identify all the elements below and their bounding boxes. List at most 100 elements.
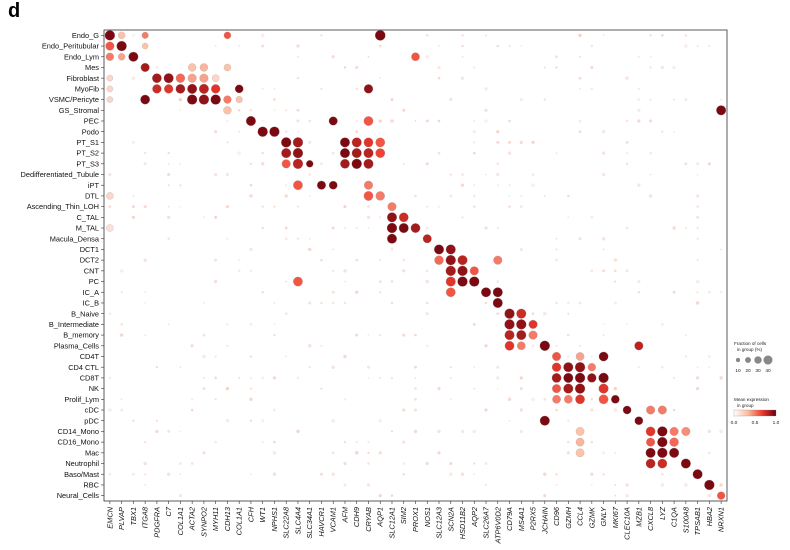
faint-dot — [167, 323, 170, 326]
faint-dot — [531, 397, 535, 401]
dot-prox1-endo-lym — [411, 52, 420, 62]
faint-dot — [625, 162, 629, 165]
dot-aqp1-pt-s2 — [375, 148, 386, 158]
faint-dot — [273, 333, 276, 337]
x-tick-label: GZMH — [564, 506, 573, 528]
dot-pdgfra-fibroblast — [152, 73, 162, 83]
dot-scn2a-dct2 — [445, 255, 456, 266]
faint-dot — [331, 472, 335, 476]
y-tick-label: Neutrophil — [65, 459, 99, 468]
faint-dot — [613, 386, 618, 391]
faint-dot — [343, 227, 346, 230]
faint-dot — [567, 301, 570, 305]
size-legend-dot — [754, 356, 762, 364]
x-tick-label: MZB1 — [634, 507, 643, 527]
faint-dot — [214, 45, 217, 47]
faint-dot — [425, 55, 429, 59]
faint-dot — [108, 473, 112, 476]
faint-dot — [520, 195, 523, 197]
faint-dot — [378, 419, 382, 423]
faint-dot — [449, 461, 453, 466]
dot-plvap-endo-peritubular — [116, 40, 127, 52]
dot-jchain-plasma-cells — [539, 340, 550, 351]
faint-dot — [614, 494, 617, 497]
faint-dot — [625, 483, 629, 487]
faint-dot — [144, 441, 147, 444]
dot-cxcl8-cd14-mono — [645, 426, 656, 437]
dot-itga8-endo-peritubular — [141, 42, 149, 50]
faint-dot — [191, 398, 194, 401]
faint-dot — [202, 354, 206, 359]
faint-dot — [225, 172, 229, 177]
faint-dot — [684, 34, 688, 37]
dot-acta2-myofib — [187, 83, 198, 94]
faint-dot — [578, 76, 582, 80]
dot-cd96-cd4-ctl — [551, 362, 562, 372]
faint-dot — [108, 173, 112, 176]
faint-dot — [132, 34, 135, 37]
dot-gnly-cd4t — [598, 351, 609, 362]
dot-myh11-fibroblast — [212, 74, 220, 82]
faint-dot — [108, 376, 111, 379]
x-tick-label: SLC22A8 — [282, 506, 291, 539]
faint-dot — [602, 269, 606, 273]
x-tick-label: CD79A — [505, 507, 514, 531]
faint-dot — [120, 291, 123, 294]
faint-dot — [261, 419, 264, 422]
faint-dot — [120, 323, 123, 326]
faint-dot — [555, 248, 558, 251]
faint-dot — [426, 205, 429, 208]
dot-myh11-vsmc-pericyte — [210, 94, 221, 105]
faint-dot — [496, 162, 500, 166]
dot-slc12a1-ascending-thin-loh — [387, 202, 397, 212]
y-tick-label: PT_S3 — [76, 159, 99, 168]
faint-dot — [531, 344, 535, 348]
faint-dot — [190, 408, 194, 412]
dot-cd96-prolif-lym — [552, 395, 561, 404]
dot-emcn-endo-lym — [105, 52, 114, 61]
faint-dot — [167, 162, 170, 165]
dot-gzmk-cd8t — [587, 373, 597, 383]
faint-dot — [613, 301, 617, 305]
faint-dot — [414, 365, 417, 369]
dot-tbx1-endo-lym — [128, 51, 139, 62]
y-tick-label: B_Naive — [71, 309, 99, 318]
x-axis: EMCN PLVAP TBX1 ITGA8 PDGFRA C7 COL1A1 ACTA2 SYN… — [105, 501, 726, 544]
faint-dot — [438, 45, 440, 47]
dot-afm-pt-s2 — [340, 148, 350, 159]
faint-dot — [355, 87, 358, 90]
faint-dot — [519, 376, 523, 380]
faint-dot — [555, 237, 558, 240]
faint-dot — [519, 387, 523, 391]
faint-dot — [590, 65, 594, 69]
data-dots — [104, 30, 727, 500]
faint-dot — [485, 173, 487, 176]
dot-s100a8-cd14-mono — [681, 426, 691, 436]
faint-dot — [202, 333, 206, 337]
faint-dot — [555, 152, 558, 154]
x-tick-label: CXCL8 — [646, 506, 655, 531]
faint-dot — [484, 344, 488, 348]
dot-wt1-podo — [257, 126, 268, 137]
faint-dot — [202, 302, 205, 304]
dot-emcn-m-tal — [106, 224, 114, 232]
faint-dot — [261, 44, 265, 48]
faint-dot — [590, 87, 594, 91]
faint-dot — [626, 119, 629, 123]
faint-dot — [543, 494, 547, 498]
faint-dot — [285, 109, 288, 112]
faint-dot — [378, 493, 382, 498]
dot-scn2a-ic-a — [445, 287, 456, 298]
dot-slc26a7-ic-a — [481, 287, 491, 298]
faint-dot — [543, 472, 547, 477]
faint-dot — [555, 408, 558, 412]
faint-dot — [425, 119, 429, 123]
faint-dot — [343, 354, 347, 359]
faint-dot — [449, 376, 452, 379]
faint-dot — [707, 429, 711, 434]
faint-dot — [696, 387, 700, 391]
faint-dot — [296, 376, 300, 380]
x-tick-label: VCAM1 — [329, 507, 338, 532]
faint-dot — [531, 140, 535, 145]
